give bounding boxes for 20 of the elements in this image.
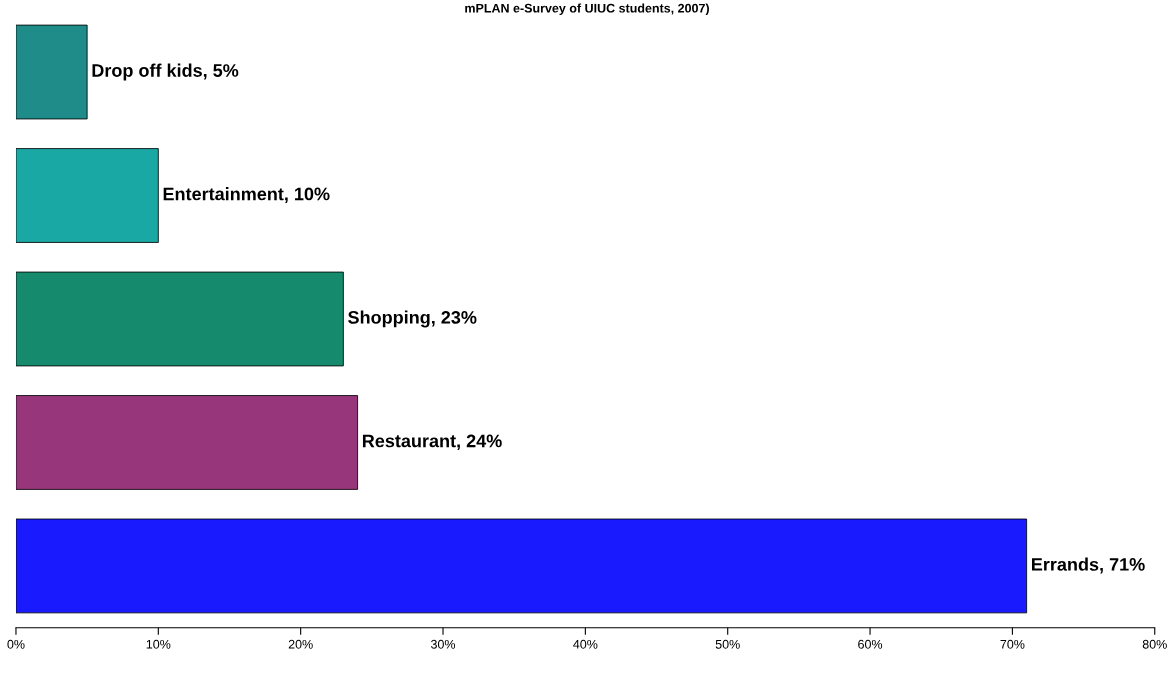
data-label: Entertainment, 10% [163,187,330,203]
x-tick-label: 0% [7,639,25,649]
data-label: Drop off kids, 5% [92,63,239,81]
x-tick-label: 80% [1142,639,1167,649]
bar [15,518,1028,614]
x-tick-label: 20% [288,639,313,649]
bar [15,271,344,367]
bar [15,24,88,120]
chart-title: mPLAN e-Survey of UIUC students, 2007) [465,3,709,16]
data-label: Restaurant, 24% [362,434,502,450]
x-tick-label: 10% [146,639,171,649]
bar [15,148,159,243]
data-label: Shopping, 23% [348,310,477,328]
x-tick-label: 30% [430,639,456,649]
x-tick-label: 70% [1000,639,1025,649]
x-tick-label: 40% [573,639,598,649]
x-tick-label: 50% [715,639,740,649]
data-label: Errands, 71% [1032,557,1145,574]
bar [15,395,359,490]
x-tick-label: 60% [858,639,883,649]
